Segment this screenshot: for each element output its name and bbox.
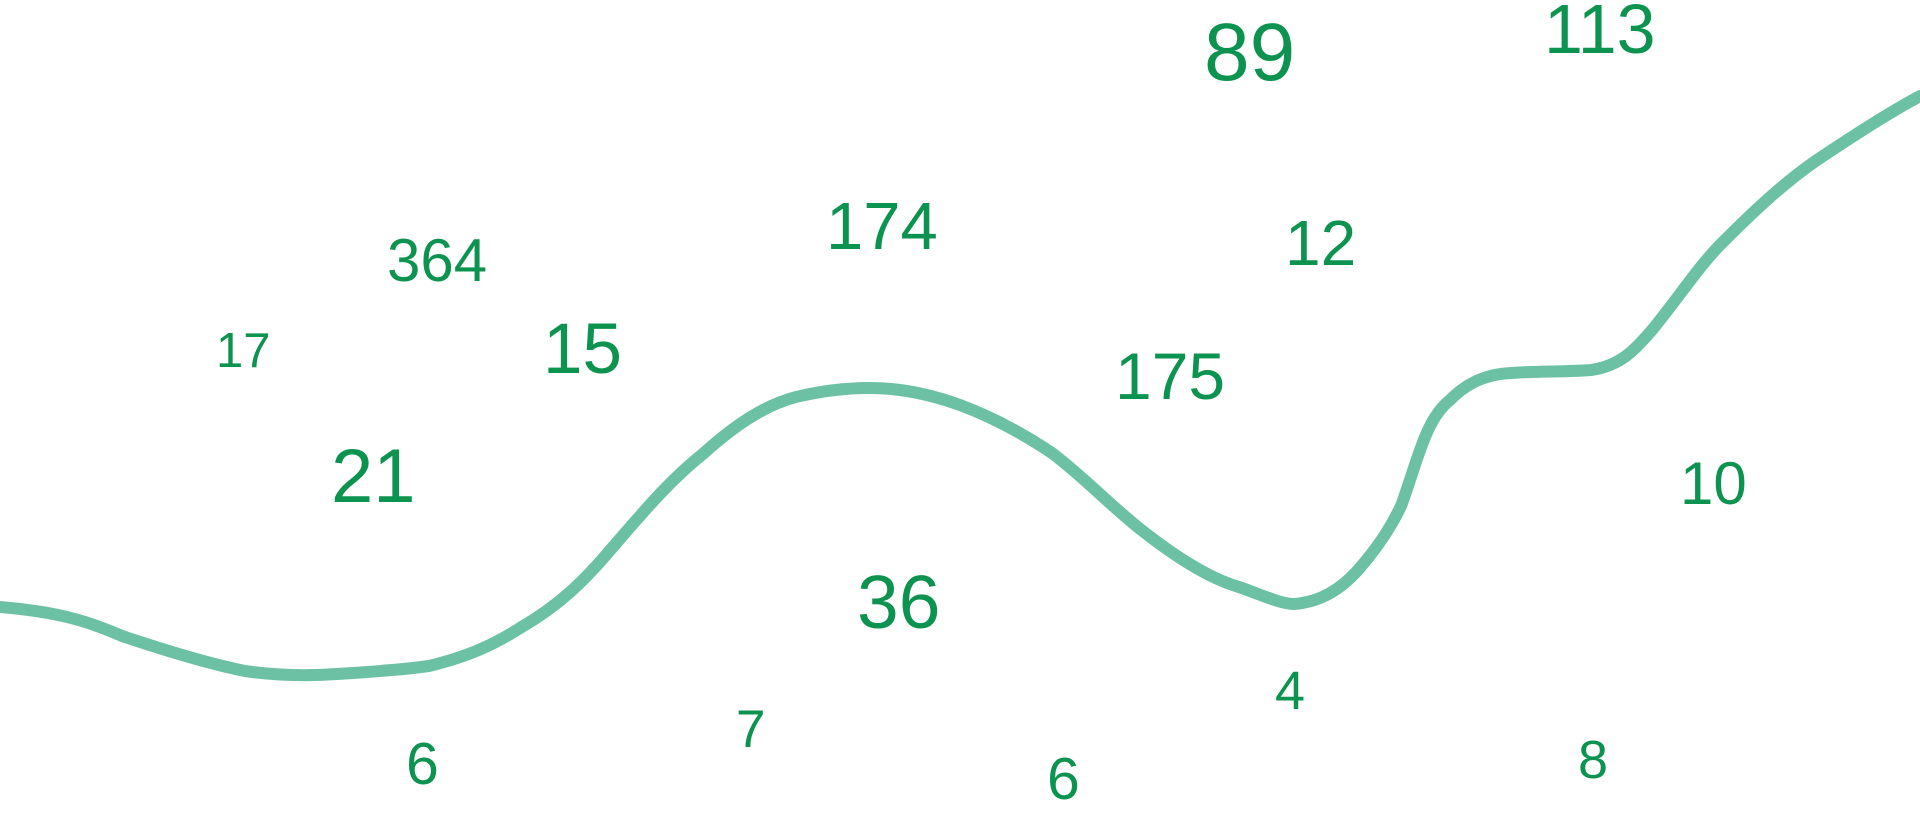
number-label: 364 [387,227,487,294]
number-label: 21 [331,434,416,519]
number-label: 175 [1115,339,1225,413]
number-label: 36 [857,560,940,644]
number-label: 6 [406,731,439,797]
wavy-line [0,90,1920,682]
number-label: 12 [1285,207,1356,279]
number-label: 7 [736,700,765,759]
number-label: 10 [1680,450,1747,517]
number-label: 17 [216,324,271,378]
number-label: 174 [826,189,938,264]
number-label: 89 [1204,7,1295,98]
number-label: 4 [1275,661,1305,721]
number-label: 8 [1578,730,1608,790]
number-label: 15 [543,310,622,389]
number-label: 113 [1544,0,1656,68]
number-label: 6 [1047,746,1080,812]
